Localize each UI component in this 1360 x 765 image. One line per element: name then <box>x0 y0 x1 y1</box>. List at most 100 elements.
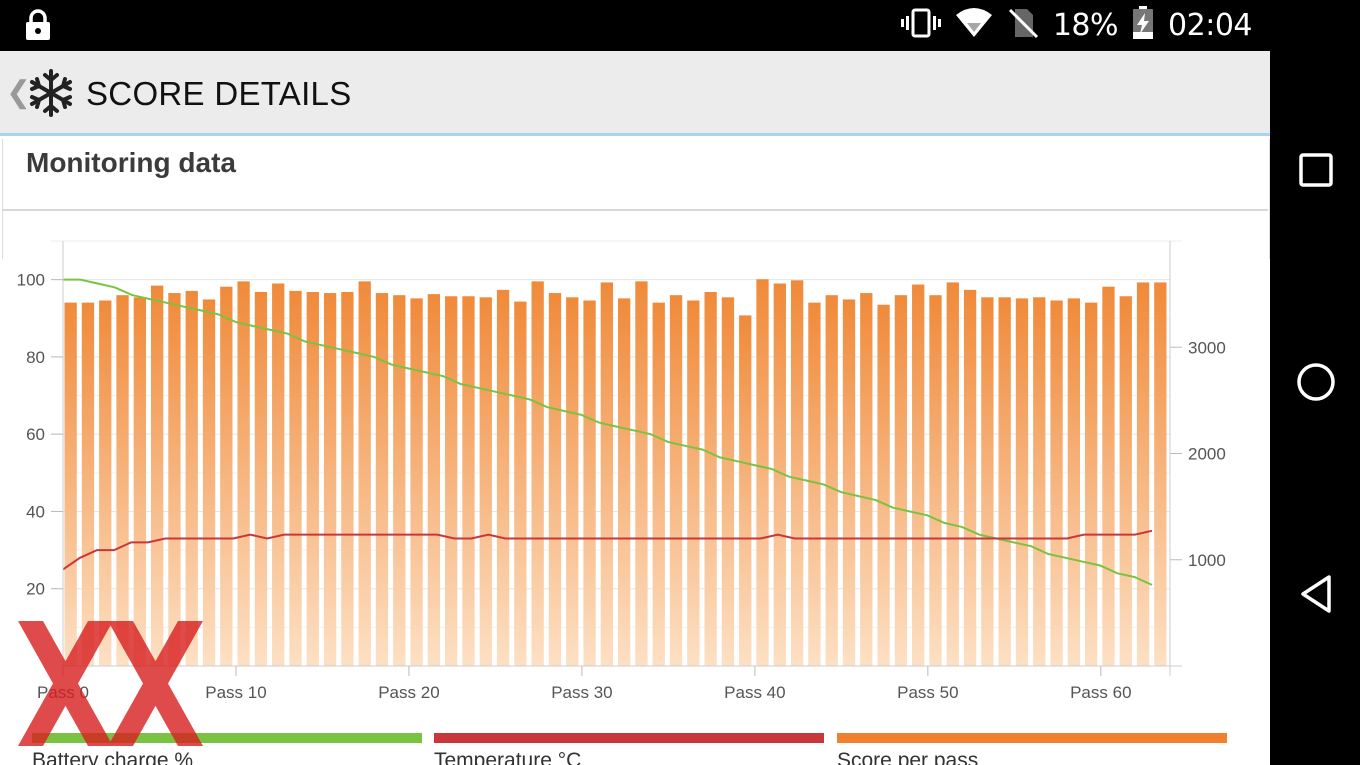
score-bar <box>1154 282 1167 666</box>
score-bar <box>808 302 821 666</box>
score-bar <box>1015 298 1029 666</box>
score-bar <box>479 297 492 666</box>
score-bar <box>1136 282 1150 666</box>
left-axis-tick-label: 100 <box>17 271 45 290</box>
right-axis-tick-label: 1000 <box>1188 551 1226 570</box>
score-bar <box>860 293 873 666</box>
score-bar <box>202 299 216 666</box>
score-bar <box>150 285 164 666</box>
score-bar <box>963 289 977 666</box>
score-bar <box>81 302 95 666</box>
score-bar <box>600 282 613 666</box>
score-bar <box>687 300 700 666</box>
score-bar <box>929 295 942 666</box>
score-bar <box>842 299 856 666</box>
score-bar <box>548 293 562 666</box>
score-bar <box>981 297 994 666</box>
score-bar <box>272 283 285 666</box>
wifi-icon <box>955 7 993 44</box>
left-axis-tick-label: 60 <box>26 425 45 444</box>
score-bar <box>445 296 458 666</box>
x-axis-tick-label: Pass 40 <box>724 683 785 702</box>
temperature-line <box>62 529 1153 571</box>
right-axis-tick-label: 3000 <box>1188 338 1226 357</box>
score-bar <box>220 286 233 666</box>
score-bar <box>583 300 596 666</box>
back-icon[interactable] <box>1296 574 1336 614</box>
score-bar <box>1033 297 1046 666</box>
left-axis-tick-label: 20 <box>26 580 45 599</box>
legend-swatch <box>434 733 824 743</box>
score-bar <box>756 279 769 666</box>
score-bar <box>237 281 250 666</box>
score-bar <box>254 292 268 666</box>
left-axis-tick-label: 80 <box>26 348 45 367</box>
score-bar <box>1102 286 1115 666</box>
score-bar <box>393 295 406 666</box>
legend-item: Temperature °C <box>434 733 824 765</box>
watermark-logo <box>18 621 203 751</box>
legend-item: Battery charge % <box>32 733 422 765</box>
score-bar <box>306 292 319 666</box>
status-bar: 18% 02:04 <box>0 0 1270 51</box>
score-bar <box>773 283 786 666</box>
left-axis-tick-label: 40 <box>26 502 45 521</box>
system-nav-bar <box>1270 0 1360 765</box>
battery-charging-icon <box>1132 6 1154 45</box>
score-bar <box>618 298 631 666</box>
score-bar <box>410 298 423 666</box>
score-bar <box>1050 300 1063 666</box>
score-bar <box>1085 302 1098 666</box>
score-bar <box>652 302 665 666</box>
score-bar <box>1119 296 1132 666</box>
monitoring-card: Monitoring data <box>2 139 1270 259</box>
score-bar <box>462 296 475 666</box>
score-bar <box>496 289 510 666</box>
legend-swatch <box>837 733 1227 743</box>
no-sim-icon <box>1007 7 1039 44</box>
x-axis-tick-label: Pass 60 <box>1070 683 1131 702</box>
score-bar <box>566 297 579 666</box>
recents-icon[interactable] <box>1296 150 1336 190</box>
vibrate-icon <box>900 7 941 44</box>
score-bar <box>669 295 683 666</box>
score-bar <box>341 292 354 666</box>
score-bar <box>825 295 838 666</box>
score-bar <box>739 315 752 666</box>
home-icon[interactable] <box>1296 362 1336 402</box>
app-content: ❮ SCORE DETAILS Monitoring data <box>0 51 1270 765</box>
score-bar <box>790 280 804 666</box>
app-header: ❮ SCORE DETAILS <box>0 51 1270 136</box>
x-axis-tick-label: Pass 20 <box>378 683 439 702</box>
x-axis-tick-label: Pass 50 <box>897 683 958 702</box>
legend-label: Battery charge % <box>32 749 194 765</box>
score-bar <box>877 304 890 666</box>
score-bar <box>168 293 181 666</box>
score-bar <box>635 281 648 666</box>
score-bar <box>64 302 77 666</box>
score-bar <box>116 295 129 666</box>
chevron-left-icon[interactable]: ❮ <box>6 76 32 109</box>
score-bar <box>721 297 735 666</box>
score-bar <box>531 281 544 666</box>
score-bar <box>514 301 527 666</box>
score-bar <box>289 290 302 666</box>
battery-line <box>63 278 1153 586</box>
snowflake-icon <box>27 69 75 122</box>
lock-icon <box>24 9 52 46</box>
score-bar <box>375 293 389 666</box>
score-bar <box>358 281 371 666</box>
legend-swatch <box>32 733 422 743</box>
score-bar <box>185 290 198 666</box>
score-bar <box>704 292 717 666</box>
page-title: SCORE DETAILS <box>86 75 352 112</box>
legend-label: Score per pass <box>837 749 979 765</box>
legend-item: Score per pass <box>837 733 1227 765</box>
score-bar <box>946 282 959 666</box>
score-bar <box>323 293 337 666</box>
legend-label: Temperature °C <box>434 749 582 765</box>
score-bar <box>133 297 146 666</box>
score-bar <box>912 284 925 666</box>
score-bar <box>427 294 441 666</box>
score-bar <box>99 300 112 666</box>
